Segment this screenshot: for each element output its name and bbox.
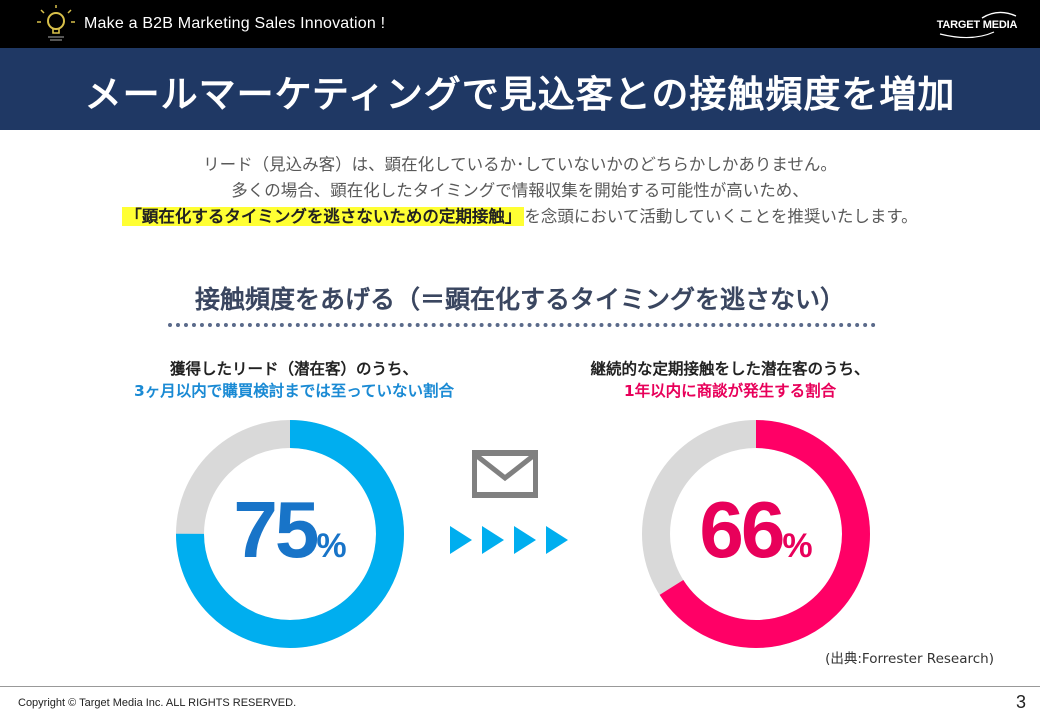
intro-line-1: リード（見込み客）は、顕在化しているか･していないかのどちらかしかありません。: [203, 155, 837, 174]
brand-name: TARGET MEDIA: [936, 19, 1018, 31]
intro-line-2: 多くの場合、顕在化したタイミングで情報収集を開始する可能性が高いため、: [231, 181, 809, 200]
page-number: 3: [1015, 692, 1026, 712]
left-stat-caption: 獲得したリード（潜在客）のうち、 3ヶ月以内で購買検討までは至っていない割合: [74, 358, 514, 402]
right-percentage-unit: %: [782, 527, 813, 565]
right-caption-line-1: 継続的な定期接触をした潜在客のうち、: [590, 360, 870, 378]
title-bar: メールマーケティングで見込客との接触頻度を増加: [0, 48, 1040, 130]
source-citation: (出典:Forrester Research): [825, 651, 994, 667]
dotted-divider: [168, 323, 876, 327]
triangle-arrows-icon: [450, 526, 568, 554]
right-donut-chart: [642, 420, 870, 648]
page-title: メールマーケティングで見込客との接触頻度を増加: [84, 73, 956, 116]
copyright-text: Copyright © Target Media Inc. ALL RIGHTS…: [18, 697, 297, 709]
envelope-icon: [472, 450, 538, 498]
left-donut-chart: [176, 420, 404, 648]
intro-line-3: 「顕在化するタイミングを逃さないための定期接触」 を念頭において活動していくことを…: [0, 204, 1040, 230]
right-percentage-value: 66: [699, 485, 785, 574]
left-percentage-unit: %: [316, 527, 347, 565]
left-caption-line-1: 獲得したリード（潜在客）のうち、: [169, 360, 418, 378]
right-stat-caption: 継続的な定期接触をした潜在客のうち、 1年以内に商談が発生する割合: [510, 358, 950, 402]
intro-text: リード（見込み客）は、顕在化しているか･していないかのどちらかしかありません。 …: [0, 152, 1040, 230]
intro-highlight: 「顕在化するタイミングを逃さないための定期接触」: [122, 207, 525, 226]
brand-swoosh-icon: [939, 11, 1017, 39]
right-percentage: 66%: [636, 484, 876, 576]
lightbulb-logo-icon: [37, 5, 75, 41]
left-caption-line-2: 3ヶ月以内で購買検討までは至っていない割合: [133, 382, 454, 400]
section-subheading: 接触頻度をあげる（＝顕在化するタイミングを逃さない）: [194, 285, 845, 314]
left-donut-arc: [176, 420, 404, 648]
footer-divider: [0, 686, 1040, 687]
brand-logo: TARGET MEDIA: [932, 10, 1022, 40]
intro-line-3-rest: を念頭において活動していくことを推奨いたします。: [524, 207, 918, 226]
header-tagline: Make a B2B Marketing Sales Innovation !: [84, 15, 386, 32]
left-percentage: 75%: [170, 484, 410, 576]
right-donut-arc: [642, 420, 870, 648]
right-caption-line-2: 1年以内に商談が発生する割合: [623, 382, 837, 400]
top-bar: Make a B2B Marketing Sales Innovation ! …: [0, 0, 1040, 48]
left-percentage-value: 75: [233, 485, 319, 574]
